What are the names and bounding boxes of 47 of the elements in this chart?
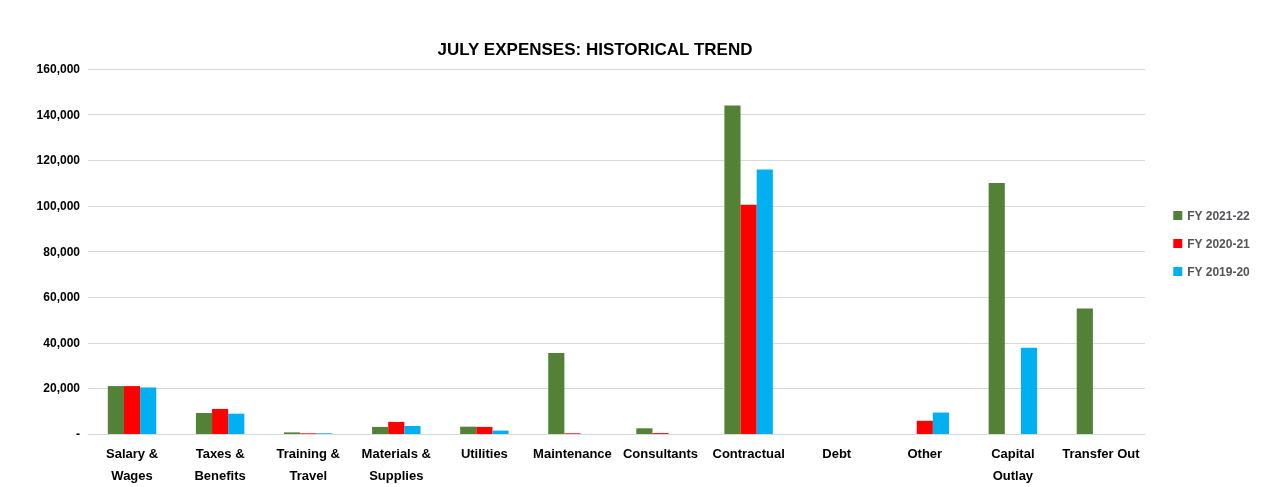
bar [756, 169, 773, 434]
bar [492, 430, 509, 434]
y-tick-label: 160,000 [36, 62, 81, 76]
bar [107, 386, 124, 434]
bar [476, 426, 493, 434]
y-tick-label: 100,000 [36, 198, 81, 213]
bar [636, 428, 653, 434]
x-tick-label: Capital Outlay [991, 445, 1035, 483]
bar [404, 426, 421, 434]
bar [228, 413, 245, 434]
y-tick-label: 40,000 [43, 335, 81, 350]
bar [195, 413, 213, 434]
y-tick-label: 60,000 [43, 290, 81, 305]
bar [140, 387, 157, 434]
x-tick-label: Utilities [460, 445, 508, 461]
x-tick-label: Consultants [622, 445, 699, 461]
bar [1076, 308, 1093, 434]
bar [123, 386, 141, 434]
legend-label: FY 2020-21 [1187, 236, 1251, 251]
y-tick-label: 120,000 [36, 153, 81, 168]
x-tick-label: Materials & Supplies [361, 445, 431, 483]
bar [372, 426, 389, 434]
x-tick-label: Training & Travel [276, 445, 340, 483]
bar [916, 420, 933, 434]
x-tick-label: Transfer Out [1062, 445, 1141, 461]
x-tick-label: Taxes & Benefits [194, 445, 246, 483]
bar [212, 408, 229, 434]
x-tick-label: Maintenance [533, 445, 612, 461]
bar [988, 183, 1005, 434]
bar [1020, 347, 1038, 434]
x-tick-label: Salary & Wages [106, 445, 159, 483]
y-tick-label: - [76, 427, 80, 441]
x-tick-label: Debt [822, 445, 852, 461]
y-tick-label: 80,000 [43, 244, 81, 259]
y-tick-label: 140,000 [36, 107, 81, 122]
x-tick-label: Contractual [712, 445, 785, 461]
legend-label: FY 2021-22 [1187, 208, 1251, 223]
bar [740, 204, 757, 434]
bar [548, 353, 565, 434]
x-tick-label: Other [907, 445, 943, 461]
bar [932, 412, 950, 434]
bar [724, 105, 741, 434]
bar [388, 421, 405, 434]
bar [460, 426, 477, 434]
legend-label: FY 2019-20 [1187, 264, 1251, 279]
y-tick-label: 20,000 [43, 381, 81, 396]
chart-title: JULY EXPENSES: HISTORICAL TREND [437, 40, 753, 59]
